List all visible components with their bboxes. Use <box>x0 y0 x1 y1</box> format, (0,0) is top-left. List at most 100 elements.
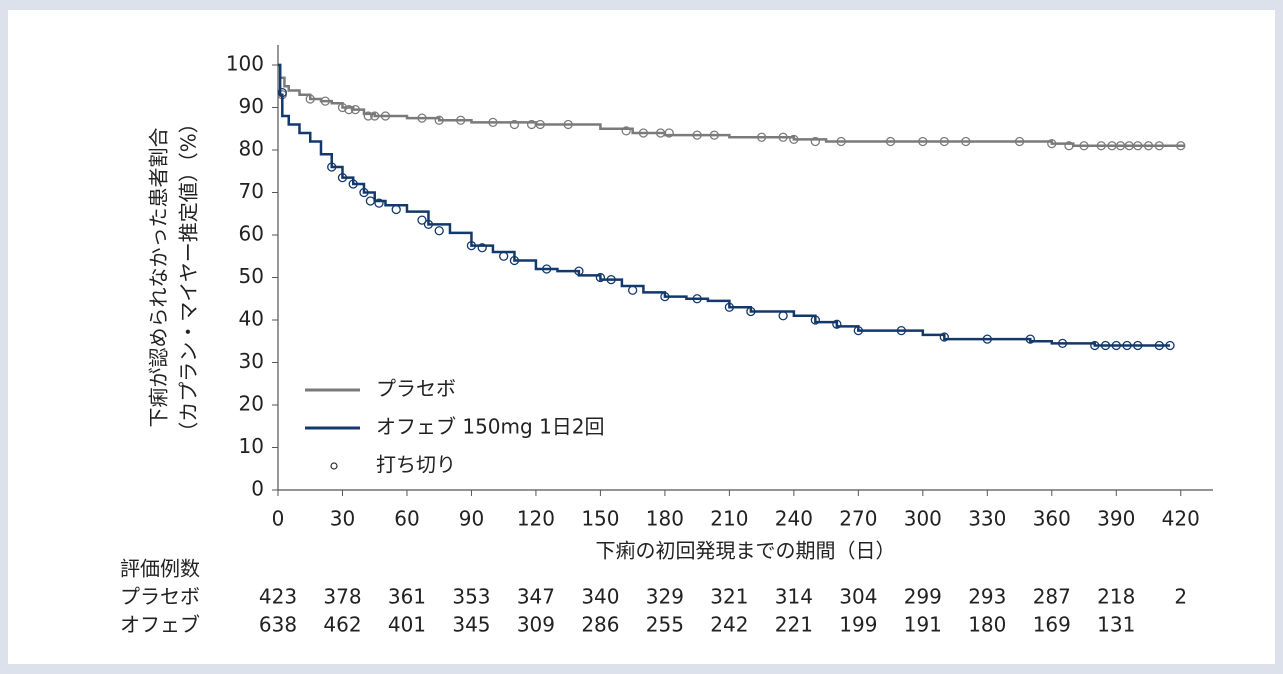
censor-mark <box>810 315 821 325</box>
censor-mark <box>509 255 520 266</box>
legend-label: 打ち切り <box>376 453 456 477</box>
x-tick-label: 300 <box>904 507 942 531</box>
censor-mark <box>1025 334 1035 344</box>
censor-mark <box>563 119 573 130</box>
risk-count: 191 <box>904 613 942 637</box>
censor-mark <box>488 117 498 128</box>
censor-mark <box>1133 141 1143 151</box>
censor-mark <box>810 136 821 147</box>
censor-mark <box>456 115 466 125</box>
censor-mark <box>320 96 330 106</box>
risk-count: 638 <box>259 613 297 637</box>
censor-mark <box>595 272 606 283</box>
censor-mark <box>1064 141 1074 151</box>
x-tick-label: 120 <box>517 507 555 531</box>
x-tick-label: 390 <box>1097 507 1135 531</box>
panel <box>8 10 1275 664</box>
risk-table-title: 評価例数 <box>120 557 200 581</box>
censor-mark <box>535 119 545 130</box>
censor-mark <box>1100 340 1111 351</box>
censor-mark <box>885 136 896 147</box>
censor-mark <box>348 179 358 189</box>
risk-count: 180 <box>968 613 1006 637</box>
censor-mark <box>724 302 735 312</box>
risk-count: 345 <box>452 613 490 637</box>
censor-mark <box>509 119 520 130</box>
censor-mark <box>337 102 348 113</box>
y-tick-label: 30 <box>239 349 264 373</box>
censor-mark <box>692 294 702 304</box>
censor-mark <box>417 215 427 225</box>
censor-mark <box>499 251 509 261</box>
risk-count: 314 <box>775 585 813 609</box>
risk-count: 286 <box>581 613 619 637</box>
risk-count: 423 <box>259 585 297 609</box>
censor-mark <box>477 243 487 253</box>
risk-row-label: プラセボ <box>120 585 200 609</box>
censor-mark <box>896 325 906 336</box>
censor-mark <box>1133 340 1143 351</box>
censor-mark <box>1154 340 1164 351</box>
y-tick-label: 60 <box>239 222 264 246</box>
censor-mark <box>391 204 401 215</box>
censor-mark <box>606 274 616 285</box>
censor-mark <box>853 325 863 336</box>
x-tick-label: 0 <box>272 507 285 531</box>
risk-count: 321 <box>710 585 748 609</box>
risk-count: 299 <box>904 585 942 609</box>
censor-mark <box>746 306 756 317</box>
censor-mark <box>918 136 928 147</box>
y-tick-label: 80 <box>239 137 264 161</box>
y-tick-label: 20 <box>239 392 264 416</box>
censor-mark <box>836 136 846 147</box>
censor-mark <box>961 136 971 147</box>
censor-mark <box>1154 141 1164 151</box>
censor-mark <box>1057 338 1068 349</box>
x-tick-label: 60 <box>394 507 419 531</box>
censor-mark <box>305 94 315 104</box>
x-tick-label: 150 <box>581 507 619 531</box>
censor-mark <box>778 311 788 321</box>
censor-mark <box>574 266 584 276</box>
risk-count: 309 <box>517 613 555 637</box>
risk-count: 462 <box>323 613 361 637</box>
censor-mark <box>277 87 287 98</box>
x-tick-label: 420 <box>1162 507 1200 531</box>
y-tick-label: 100 <box>226 52 264 76</box>
legend-label: オフェブ 150mg 1日2回 <box>376 415 605 439</box>
x-tick-label: 360 <box>1033 507 1071 531</box>
censor-mark <box>417 113 427 123</box>
censor-mark <box>1014 136 1025 147</box>
censor-mark <box>832 319 842 329</box>
censor-mark <box>365 196 376 206</box>
km-line <box>278 63 1171 347</box>
censor-mark <box>363 111 373 121</box>
risk-count: 131 <box>1097 613 1135 637</box>
censor-mark <box>344 104 354 115</box>
x-tick-label: 240 <box>775 507 813 531</box>
risk-count: 361 <box>388 585 426 609</box>
risk-count: 347 <box>517 585 555 609</box>
censor-mark <box>692 130 702 140</box>
censor-mark <box>423 219 434 230</box>
censor-mark <box>542 264 552 274</box>
censor-mark <box>789 134 799 145</box>
censor-mark <box>660 291 670 302</box>
censor-mark <box>434 115 444 125</box>
risk-count: 242 <box>710 613 748 637</box>
censor-mark <box>1090 340 1100 351</box>
censor-mark <box>628 285 638 295</box>
y-tick-label: 90 <box>239 94 264 118</box>
censor-mark <box>1165 340 1175 351</box>
y-tick-label: 0 <box>251 477 264 501</box>
censor-mark <box>1111 340 1121 351</box>
risk-count: 199 <box>839 613 877 637</box>
y-axis-label: （カプラン・マイヤー推定値）（%） <box>177 113 201 441</box>
risk-count: 401 <box>388 613 426 637</box>
y-tick-label: 10 <box>239 434 264 458</box>
censor-mark <box>664 128 674 138</box>
censor-mark <box>466 240 477 251</box>
censor-mark <box>939 136 949 147</box>
risk-count: 304 <box>839 585 877 609</box>
